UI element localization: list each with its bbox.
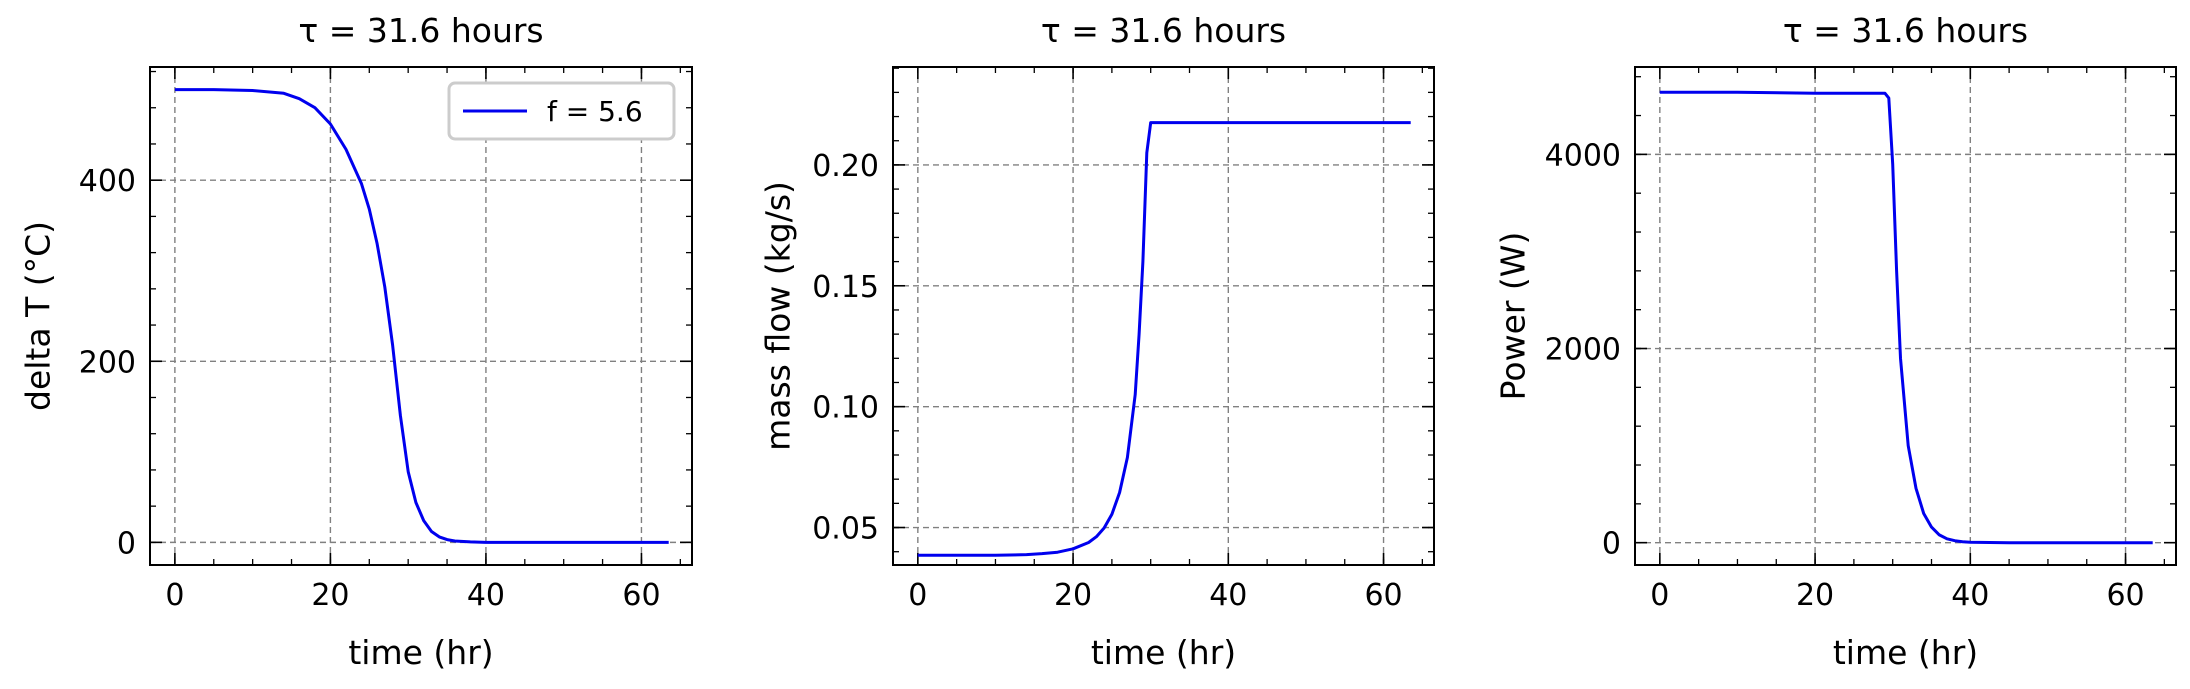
chart-title: τ = 31.6 hours xyxy=(298,11,543,50)
y-tick-label: 2000 xyxy=(1545,333,1621,368)
plot-frame xyxy=(892,66,1435,566)
y-tick-label: 0.20 xyxy=(812,149,879,184)
chart-title: τ = 31.6 hours xyxy=(1783,11,2028,50)
y-axis-label: delta T (°C) xyxy=(19,221,58,411)
x-tick-label: 0 xyxy=(165,578,184,613)
y-tick-label: 0 xyxy=(117,526,136,561)
legend-box xyxy=(447,81,676,141)
y-tick-label: 200 xyxy=(79,345,136,380)
x-tick-label: 40 xyxy=(467,578,505,613)
x-tick-label: 40 xyxy=(1209,578,1247,613)
x-axis-label: time (hr) xyxy=(348,633,493,672)
y-tick-label: 0.15 xyxy=(812,270,879,305)
y-tick-label: 0 xyxy=(1602,527,1621,562)
series-line xyxy=(1659,90,2153,545)
x-tick-label: 40 xyxy=(1951,578,1989,613)
y-tick-label: 0.10 xyxy=(812,391,879,426)
chart-panel-mass-flow: 0 20 40 60 0.05 0.10 0.15 0.20 τ = 31.6 hours tim… xyxy=(759,11,1435,672)
y-tick-label: 0.05 xyxy=(812,512,879,547)
plot-frame xyxy=(1634,66,2177,566)
legend: f = 5.6 xyxy=(447,81,676,141)
x-tick-label: 60 xyxy=(2106,578,2144,613)
x-tick-label: 0 xyxy=(1650,578,1669,613)
series-line xyxy=(174,88,669,544)
series-line xyxy=(917,121,1411,557)
y-tick-label: 400 xyxy=(79,164,136,199)
chart-title: τ = 31.6 hours xyxy=(1041,11,1286,50)
y-tick-label: 4000 xyxy=(1545,138,1621,173)
x-axis-label: time (hr) xyxy=(1091,633,1236,672)
x-tick-label: 0 xyxy=(908,578,927,613)
chart-panel-power: 0 20 40 60 0 2000 4000 τ = 31.6 hours time (hr) P… xyxy=(1494,11,2177,672)
y-axis-label: Power (W) xyxy=(1494,232,1533,401)
x-tick-label: 20 xyxy=(1796,578,1834,613)
x-tick-label: 20 xyxy=(1054,578,1092,613)
x-axis-label: time (hr) xyxy=(1833,633,1978,672)
plot-frame xyxy=(149,66,693,566)
x-tick-label: 60 xyxy=(622,578,660,613)
x-tick-label: 60 xyxy=(1364,578,1402,613)
legend-label: f = 5.6 xyxy=(547,95,643,128)
y-axis-label: mass flow (kg/s) xyxy=(759,181,798,451)
chart-panel-delta-t: 0 20 40 60 0 200 400 τ = 31.6 hours time (hr) del… xyxy=(19,11,693,672)
x-tick-label: 20 xyxy=(311,578,349,613)
